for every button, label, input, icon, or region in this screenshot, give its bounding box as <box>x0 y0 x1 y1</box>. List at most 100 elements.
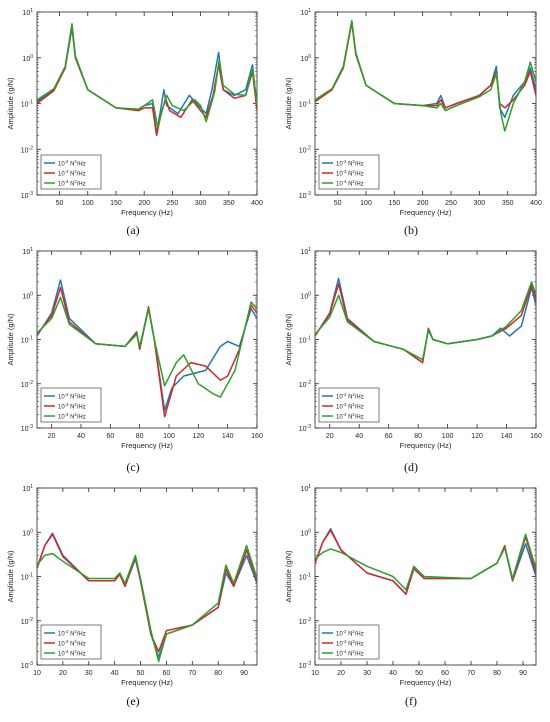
panel-caption-b: (b) <box>404 223 418 237</box>
y-tick-label: 10-1 <box>21 100 33 109</box>
panel-caption-d: (d) <box>404 460 418 474</box>
x-tick-label: 40 <box>111 670 119 677</box>
y-tick-label: 100 <box>300 54 311 63</box>
y-tick-label: 10-3 <box>299 661 311 670</box>
y-tick-label: 101 <box>22 484 33 493</box>
x-tick-label: 350 <box>223 200 235 207</box>
x-tick-label: 60 <box>385 433 393 440</box>
legend-label-0: 10-2 N2/Hz <box>336 392 364 400</box>
y-tick-label: 10-3 <box>299 191 311 200</box>
chart-4: 10-3 10-2 10-1 100 101 10 20 30 40 50 60 70 80 90 Freq… <box>6 484 258 687</box>
x-tick-label: 160 <box>251 433 263 440</box>
legend-label-2: 10-4 N2/Hz <box>58 649 86 657</box>
y-tick-label: 101 <box>300 8 311 17</box>
legend-label-2: 10-4 N2/Hz <box>336 179 364 187</box>
x-tick-label: 200 <box>138 200 150 207</box>
x-tick-label: 10 <box>33 670 41 677</box>
x-tick-label: 40 <box>77 433 85 440</box>
x-tick-label: 100 <box>442 433 454 440</box>
x-tick-label: 60 <box>163 670 171 677</box>
y-tick-label: 101 <box>22 247 33 256</box>
y-axis-label: Amplitude (g/N) <box>6 550 15 603</box>
x-tick-label: 120 <box>192 433 204 440</box>
chart-0: 10-3 10-2 10-1 100 101 50 100 150 200 250 300 350 40… <box>6 8 263 217</box>
x-tick-label: 80 <box>214 670 222 677</box>
x-axis-label: Frequency (Hz) <box>400 678 452 687</box>
y-tick-label: 100 <box>22 291 33 300</box>
legend-box <box>40 624 102 660</box>
series-line-2 <box>315 19 536 132</box>
x-tick-label: 100 <box>360 200 372 207</box>
chart-1: 10-3 10-2 10-1 100 101 50 100 150 200 250 300 350 40… <box>284 8 542 217</box>
series-line-2 <box>315 281 536 361</box>
panel-caption-e: (e) <box>126 694 140 708</box>
x-tick-label: 140 <box>222 433 234 440</box>
legend-label-2: 10-4 N2/Hz <box>336 412 364 420</box>
y-tick-label: 10-2 <box>299 617 311 626</box>
chart-3: 10-3 10-2 10-1 100 101 20 40 60 80 100 120 140 160 Fr… <box>284 247 542 450</box>
x-axis-label: Frequency (Hz) <box>121 441 173 450</box>
y-tick-label: 100 <box>300 528 311 537</box>
y-axis-label: Amplitude (g/N) <box>284 77 293 130</box>
legend-label-2: 10-4 N2/Hz <box>336 649 364 657</box>
x-tick-label: 250 <box>167 200 179 207</box>
legend-label-1: 10-3 N2/Hz <box>336 639 364 647</box>
x-tick-label: 60 <box>106 433 114 440</box>
y-tick-label: 10-2 <box>21 380 33 389</box>
y-tick-label: 10-1 <box>299 573 311 582</box>
y-tick-label: 10-3 <box>21 424 33 433</box>
y-tick-label: 101 <box>300 247 311 256</box>
x-tick-label: 30 <box>363 670 371 677</box>
x-tick-label: 400 <box>251 200 263 207</box>
legend-label-2: 10-4 N2/Hz <box>58 412 86 420</box>
x-tick-label: 10 <box>311 670 319 677</box>
y-tick-label: 10-3 <box>21 191 33 200</box>
y-axis-label: Amplitude (g/N) <box>6 77 15 130</box>
chart-5: 10-3 10-2 10-1 100 101 10 20 30 40 50 60 70 80 90 Freq… <box>284 484 537 687</box>
y-tick-label: 10-1 <box>21 573 33 582</box>
y-tick-label: 10-1 <box>299 336 311 345</box>
x-axis-label: Frequency (Hz) <box>400 441 452 450</box>
x-tick-label: 400 <box>530 200 542 207</box>
x-tick-label: 100 <box>82 200 94 207</box>
y-tick-label: 100 <box>22 54 33 63</box>
y-tick-label: 10-2 <box>21 617 33 626</box>
series-line-2 <box>37 296 257 398</box>
y-axis-label: Amplitude (g/N) <box>6 313 15 366</box>
x-tick-label: 120 <box>471 433 483 440</box>
x-tick-label: 160 <box>530 433 542 440</box>
x-tick-label: 50 <box>334 200 342 207</box>
legend-label-0: 10-2 N2/Hz <box>336 159 364 167</box>
x-tick-label: 90 <box>240 670 248 677</box>
x-tick-label: 90 <box>519 670 527 677</box>
x-tick-label: 50 <box>137 670 145 677</box>
x-tick-label: 70 <box>188 670 196 677</box>
x-tick-label: 20 <box>337 670 345 677</box>
x-tick-label: 300 <box>195 200 207 207</box>
panel-caption-a: (a) <box>126 223 140 237</box>
series-line-2 <box>37 544 257 663</box>
y-tick-label: 10-2 <box>21 145 33 154</box>
y-tick-label: 101 <box>22 8 33 17</box>
chart-2: 10-3 10-2 10-1 100 101 20 40 60 80 100 120 140 160 Fr… <box>6 247 263 450</box>
legend-label-0: 10-2 N2/Hz <box>58 629 86 637</box>
x-tick-label: 50 <box>56 200 64 207</box>
y-tick-label: 100 <box>300 291 311 300</box>
y-tick-label: 10-3 <box>299 424 311 433</box>
x-axis-label: Frequency (Hz) <box>121 678 173 687</box>
x-tick-label: 150 <box>110 200 122 207</box>
legend-label-2: 10-4 N2/Hz <box>58 179 86 187</box>
x-tick-label: 50 <box>415 670 423 677</box>
y-tick-label: 100 <box>22 528 33 537</box>
y-tick-label: 10-1 <box>299 100 311 109</box>
x-tick-label: 80 <box>136 433 144 440</box>
series-line-2 <box>37 23 257 129</box>
y-tick-label: 10-2 <box>299 380 311 389</box>
legend-label-1: 10-3 N2/Hz <box>58 402 86 410</box>
x-tick-label: 300 <box>473 200 485 207</box>
x-tick-label: 40 <box>389 670 397 677</box>
legend-label-0: 10-2 N2/Hz <box>58 159 86 167</box>
y-tick-label: 101 <box>300 484 311 493</box>
